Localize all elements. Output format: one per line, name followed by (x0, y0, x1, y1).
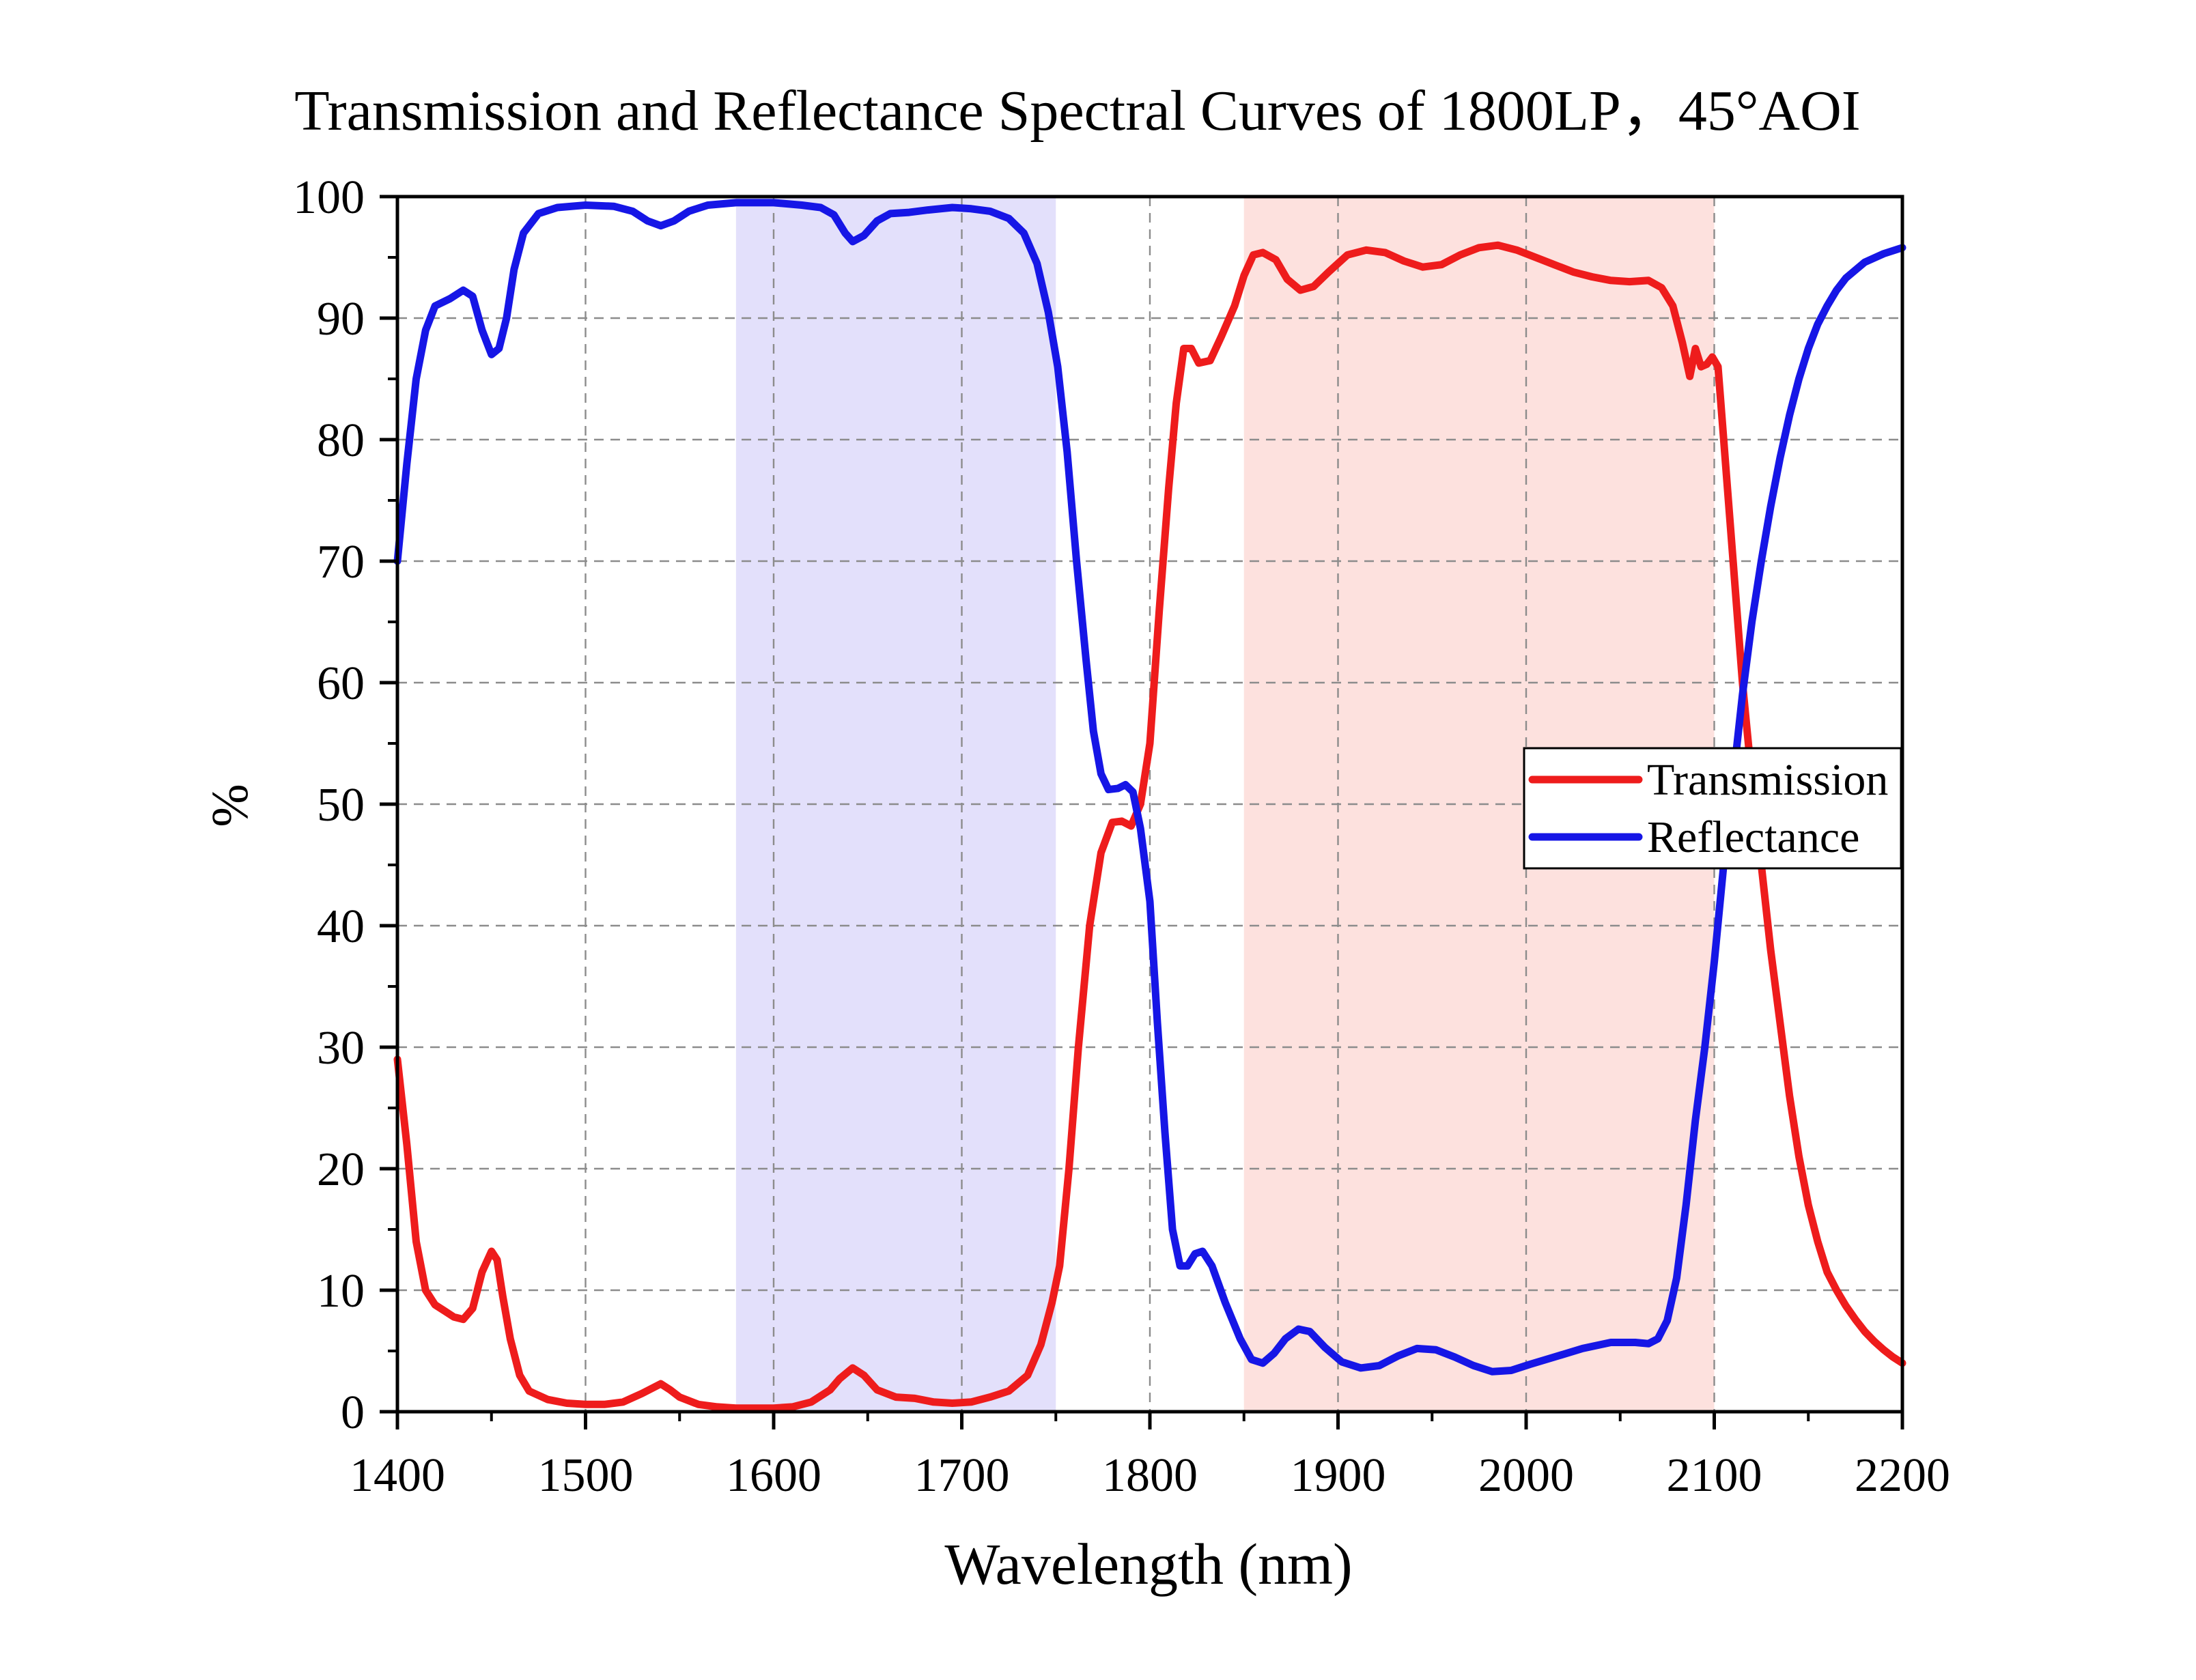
x-tick-label: 1600 (726, 1449, 821, 1502)
y-tick-label: 10 (317, 1265, 365, 1318)
x-tick-label: 2100 (1667, 1449, 1762, 1502)
x-tick-label: 1700 (914, 1449, 1010, 1502)
y-tick-label: 40 (317, 900, 365, 953)
chart-title: Transmission and Reflectance Spectral Cu… (294, 79, 1860, 143)
legend-label-reflectance: Reflectance (1647, 812, 1859, 862)
y-tick-label: 60 (317, 657, 365, 710)
x-tick-label: 2200 (1855, 1449, 1950, 1502)
x-tick-label: 2000 (1478, 1449, 1574, 1502)
x-tick-label: 1500 (538, 1449, 634, 1502)
series-line-transmission (393, 241, 1906, 1412)
legend-box (1523, 747, 1902, 870)
y-axis-title: % (201, 784, 259, 827)
legend: Transmission Reflectance (1523, 747, 1902, 870)
y-tick-label: 100 (293, 171, 365, 224)
y-tick-label: 70 (317, 536, 365, 588)
y-tick-label: 0 (341, 1386, 365, 1439)
legend-label-transmission: Transmission (1647, 755, 1888, 805)
x-axis-title: Wavelength (nm) (944, 1531, 1352, 1597)
x-tick-label: 1400 (350, 1449, 445, 1502)
y-tick-label: 90 (317, 293, 365, 345)
y-tick-label: 30 (317, 1022, 365, 1074)
x-tick-label: 1900 (1291, 1449, 1386, 1502)
series-layer (393, 199, 1906, 1412)
y-tick-label: 80 (317, 414, 365, 467)
y-tick-label: 50 (317, 779, 365, 831)
x-tick-label: 1800 (1102, 1449, 1198, 1502)
axis-ticks: 1400 1500 1600 1700 1800 1900 2000 2100 2200 0 10 2… (293, 171, 1950, 1502)
series-line-reflectance (393, 199, 1906, 1376)
y-tick-label: 20 (317, 1143, 365, 1196)
